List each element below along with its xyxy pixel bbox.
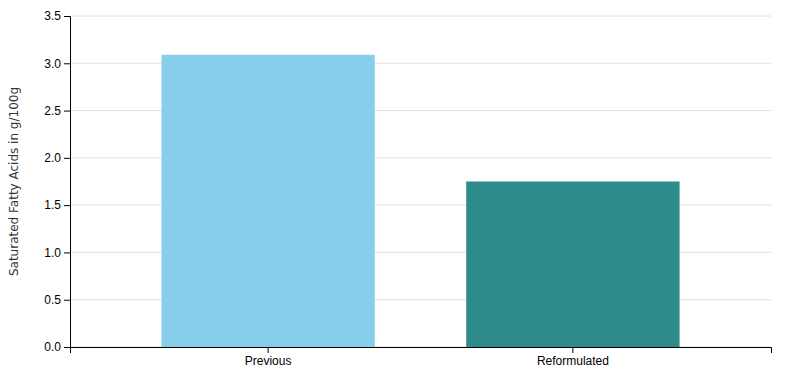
- y-tick: 3.0: [44, 57, 70, 71]
- y-tick-label: 2.0: [44, 151, 61, 165]
- y-tick: 2.0: [44, 151, 70, 165]
- y-tick-label: 2.5: [44, 104, 61, 118]
- y-axis-title: Saturated Fatty Acids in g/100g: [7, 87, 21, 276]
- bars: [161, 55, 679, 347]
- y-tick-label: 1.5: [44, 198, 61, 212]
- y-tick-mark: [64, 252, 70, 253]
- chart: 0.0 0.5 1.0 1.5 2.0 2.5 3.0 3.5 Previous Reformul…: [0, 0, 791, 383]
- x-tick-label: Reformulated: [537, 354, 609, 368]
- bar: [161, 55, 374, 347]
- x-tick-mark: [268, 347, 269, 353]
- x-axis-line: [71, 348, 772, 354]
- y-tick-mark: [64, 63, 70, 64]
- y-tick-label: 0.0: [44, 340, 61, 354]
- x-tick-label: Previous: [245, 354, 292, 368]
- y-tick: 0.5: [44, 293, 70, 307]
- y-tick-label: 0.5: [44, 293, 61, 307]
- y-tick-label: 3.0: [44, 57, 61, 71]
- y-tick-label: 1.0: [44, 246, 61, 260]
- y-tick-mark: [64, 347, 70, 348]
- x-tick: Reformulated: [537, 347, 609, 368]
- y-tick: 1.5: [44, 198, 70, 212]
- grid-line: [70, 16, 771, 17]
- y-tick: 1.0: [44, 246, 70, 260]
- y-tick-label: 3.5: [44, 9, 61, 23]
- y-tick: 0.0: [44, 340, 70, 354]
- grid: [70, 16, 771, 347]
- y-tick-mark: [64, 300, 70, 301]
- y-tick-mark: [64, 16, 70, 17]
- y-tick-mark: [64, 111, 70, 112]
- y-tick-mark: [64, 158, 70, 159]
- x-axis: Previous Reformulated: [71, 347, 772, 368]
- y-tick-mark: [64, 205, 70, 206]
- plot: 0.0 0.5 1.0 1.5 2.0 2.5 3.0 3.5 Previous Reformul…: [44, 9, 771, 367]
- x-tick: Previous: [245, 347, 292, 368]
- y-axis: 0.0 0.5 1.0 1.5 2.0 2.5 3.0 3.5: [44, 9, 70, 354]
- y-tick: 2.5: [44, 104, 70, 118]
- y-axis-line: [64, 17, 71, 348]
- y-tick: 3.5: [44, 9, 70, 23]
- bar: [466, 182, 679, 348]
- x-tick-mark: [572, 347, 573, 353]
